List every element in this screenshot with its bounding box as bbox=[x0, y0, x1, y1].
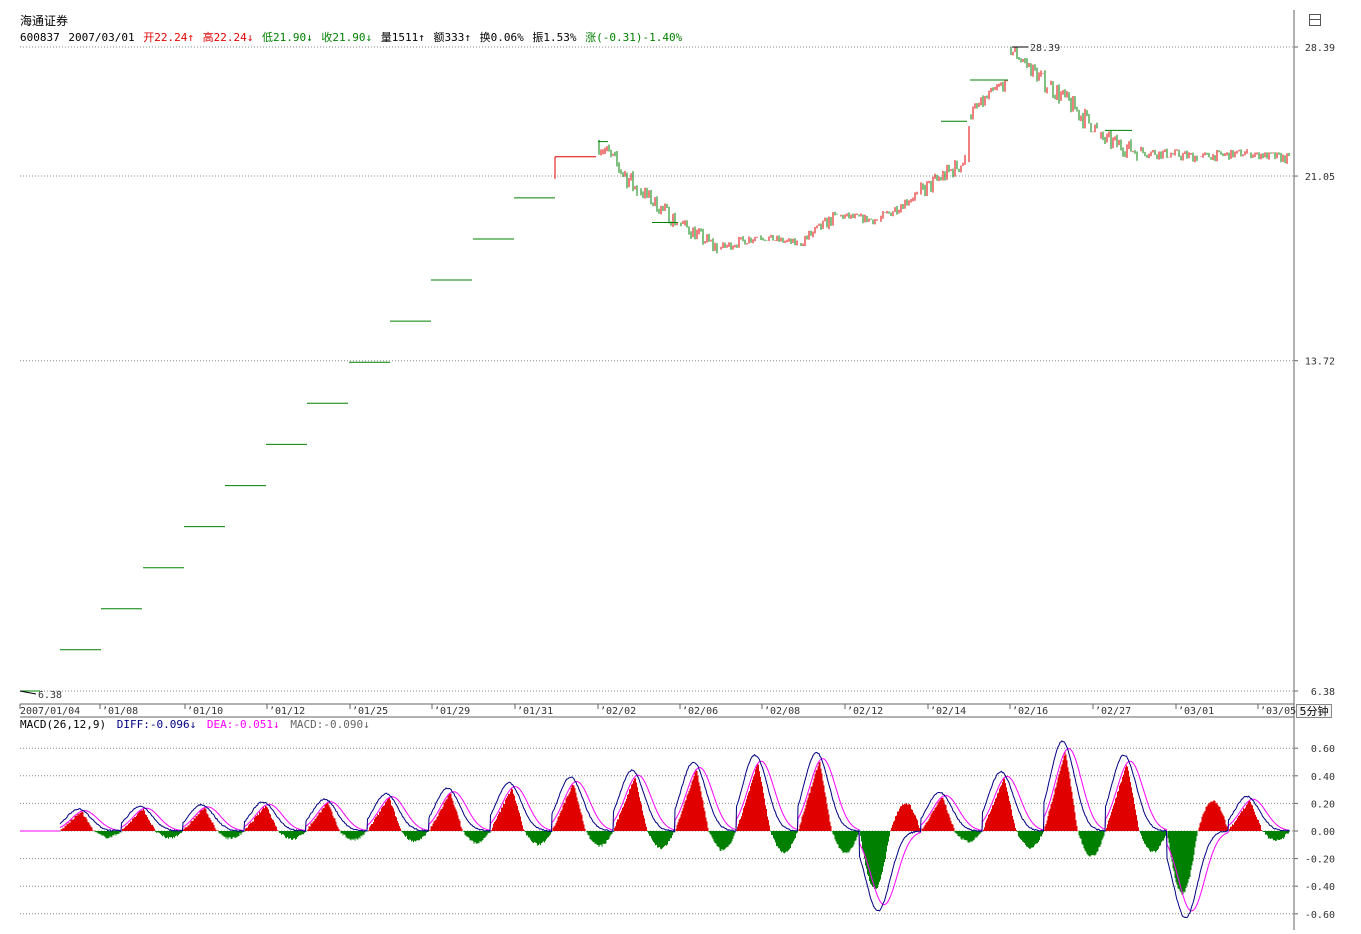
high-marker-label: 28.39 bbox=[1030, 43, 1060, 54]
x-tick-label: ’03/05 bbox=[1260, 706, 1296, 717]
turnover: 换0.06% bbox=[479, 31, 524, 44]
amplitude: 振1.53% bbox=[532, 31, 577, 44]
x-tick-label: ’01/29 bbox=[434, 706, 470, 717]
x-tick-label: ’03/01 bbox=[1178, 706, 1214, 717]
stock-name: 海通证券 bbox=[20, 14, 69, 28]
macd-tick-label: 0.20 bbox=[1311, 799, 1335, 810]
diff-line bbox=[59, 740, 1290, 919]
low-marker-line bbox=[19, 690, 37, 695]
low-price: 低21.90↓ bbox=[261, 31, 313, 44]
price-tick-label: 21.05 bbox=[1305, 172, 1335, 183]
high-price: 高22.24↓ bbox=[202, 31, 254, 44]
macd-tick-label: 0.40 bbox=[1311, 772, 1335, 783]
macd-header: MACD(26,12,9) DIFF:-0.096↓ DEA:-0.051↓ M… bbox=[20, 718, 374, 731]
x-tick-label: ’02/27 bbox=[1095, 706, 1131, 717]
x-tick-label: 2007/01/04 bbox=[20, 706, 80, 717]
low-marker-label: 6.38 bbox=[38, 690, 62, 701]
x-tick-label: ’02/14 bbox=[930, 706, 966, 717]
price-change: 涨(-0.31)-1.40% bbox=[585, 31, 683, 44]
macd-tick-label: 0.60 bbox=[1311, 744, 1335, 755]
open-price: 开22.24↑ bbox=[143, 31, 194, 44]
x-tick-label: ’02/08 bbox=[764, 706, 800, 717]
amount: 额333↑ bbox=[433, 31, 471, 44]
period-selector-button[interactable]: 5分钟 bbox=[1296, 704, 1332, 718]
macd-tick-label: -0.20 bbox=[1305, 855, 1335, 866]
x-tick-label: ’01/25 bbox=[352, 706, 388, 717]
price-tick-label: 6.38 bbox=[1311, 687, 1335, 698]
stock-code: 600837 bbox=[20, 31, 60, 44]
macd-value: MACD:-0.090↓ bbox=[290, 718, 370, 731]
macd-tick-label: -0.60 bbox=[1305, 910, 1335, 921]
x-tick-label: ’01/31 bbox=[517, 706, 553, 717]
x-tick-label: ’01/08 bbox=[102, 706, 138, 717]
x-tick-label: ’02/12 bbox=[847, 706, 883, 717]
price-tick-label: 13.72 bbox=[1305, 357, 1335, 368]
x-tick-label: ’01/12 bbox=[269, 706, 305, 717]
volume: 量1511↑ bbox=[380, 31, 425, 44]
quote-date: 2007/03/01 bbox=[68, 31, 135, 44]
layout-toggle-icon[interactable] bbox=[1309, 14, 1321, 26]
price-tick-label: 28.39 bbox=[1305, 43, 1335, 54]
x-tick-label: ’02/02 bbox=[600, 706, 636, 717]
macd-dea-value: DEA:-0.051↓ bbox=[206, 718, 280, 731]
macd-tick-label: -0.40 bbox=[1305, 882, 1335, 893]
x-tick-label: ’02/06 bbox=[682, 706, 718, 717]
x-tick-label: ’01/10 bbox=[187, 706, 223, 717]
quote-bar: 600837 2007/03/01 开22.24↑ 高22.24↓ 低21.90… bbox=[20, 29, 684, 45]
macd-tick-label: 0.00 bbox=[1311, 827, 1335, 838]
macd-diff-value: DIFF:-0.096↓ bbox=[116, 718, 197, 731]
x-tick-label: ’02/16 bbox=[1012, 706, 1048, 717]
close-price: 收21.90↓ bbox=[321, 31, 373, 44]
macd-name: MACD(26,12,9) bbox=[20, 718, 107, 731]
